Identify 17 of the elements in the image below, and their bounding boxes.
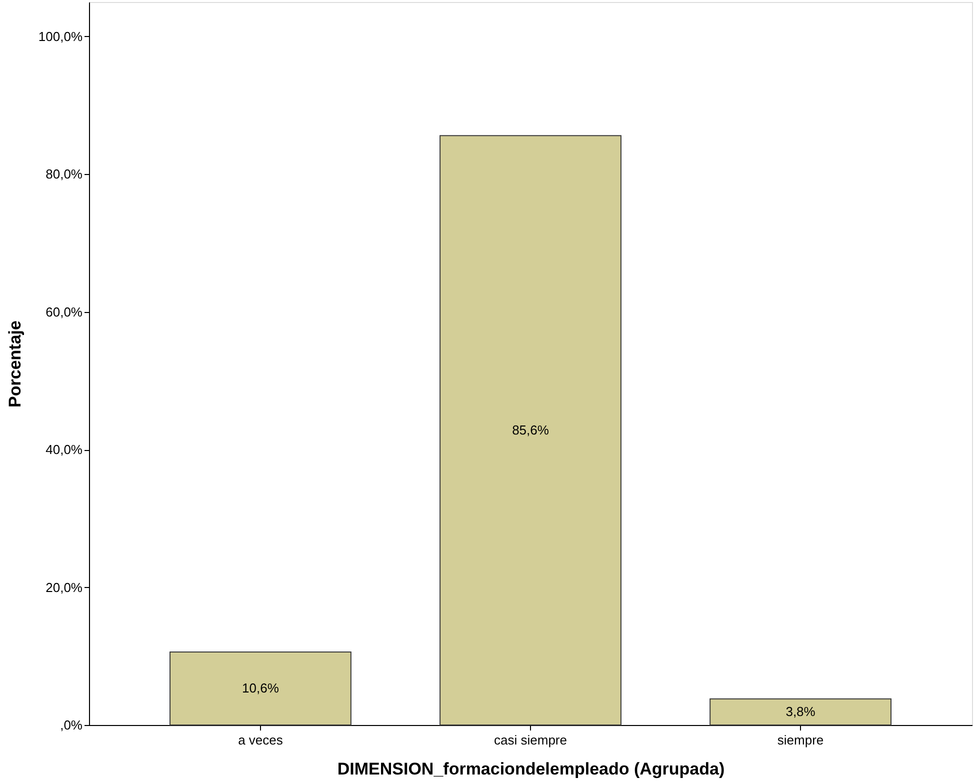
bar — [710, 698, 892, 726]
x-tick-label: casi siempre — [494, 732, 567, 748]
y-tick-label: 20,0% — [46, 580, 83, 595]
x-tick-label: siempre — [777, 732, 824, 748]
y-tick-label: 60,0% — [46, 304, 83, 320]
y-axis-title: Porcentaje — [5, 320, 24, 408]
data-label: 85,6% — [512, 422, 550, 438]
data-label: 3,8% — [786, 704, 816, 719]
x-axis-title: DIMENSION_formaciondelempleado (Agrupada) — [337, 760, 725, 778]
bar — [440, 135, 622, 726]
y-tick-label: 80,0% — [46, 166, 83, 182]
x-tick-label: a veces — [238, 732, 284, 748]
bar — [170, 652, 352, 726]
y-tick-label: 100,0% — [38, 28, 83, 44]
y-tick-label: 40,0% — [46, 442, 83, 458]
data-label: 10,6% — [242, 680, 280, 696]
y-tick-label: ,0% — [60, 718, 83, 732]
